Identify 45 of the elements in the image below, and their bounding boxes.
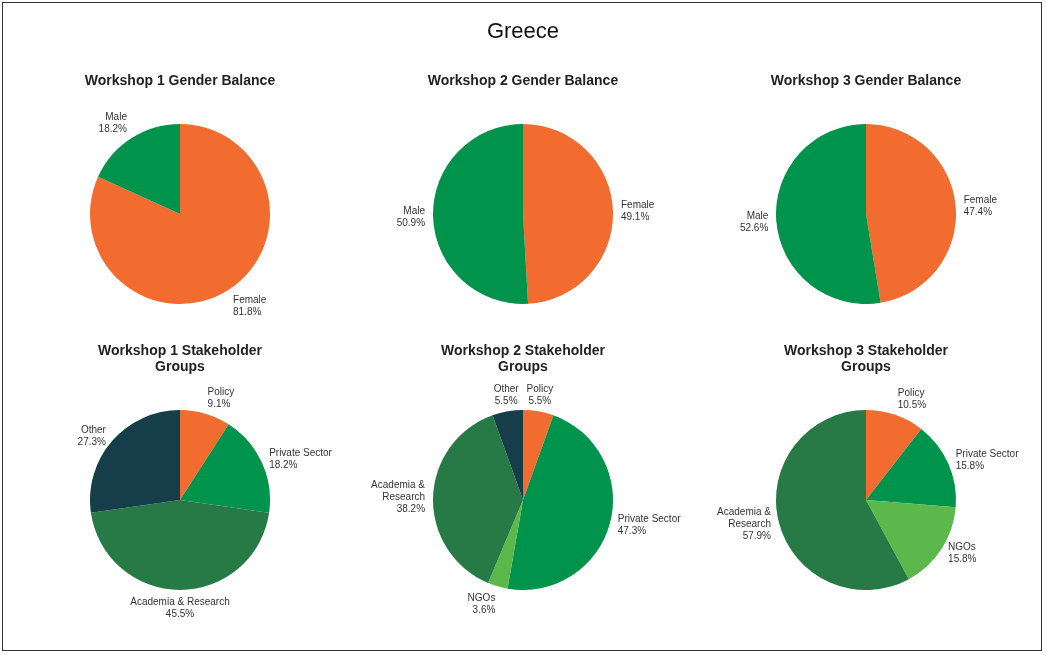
chart-title: Workshop 3 Gender Balance <box>769 71 963 88</box>
chart-title: Workshop 3 Stakeholder Groups <box>783 341 949 374</box>
slice-label: Female <box>963 193 998 205</box>
data-label: 49.1% <box>620 210 650 222</box>
slice-label: Other <box>80 423 107 435</box>
chart-title: Workshop 2 Stakeholder Groups <box>440 341 606 374</box>
slice-label: NGOs <box>948 541 976 553</box>
slice-label: NGOs <box>467 591 496 603</box>
data-label: 47.4% <box>963 205 993 217</box>
text: Greece <box>485 18 561 44</box>
chart-title: Workshop 1 Gender Balance <box>83 71 277 88</box>
slice-label: Other <box>493 383 520 395</box>
slice-label: Female <box>233 294 267 306</box>
slice-label: Academia & Research <box>371 479 426 503</box>
data-label: 5.5% <box>528 395 552 407</box>
data-label: 47.3% <box>617 524 647 536</box>
data-label: 10.5% <box>897 399 927 411</box>
chart-title: Workshop 2 Gender Balance <box>426 71 620 88</box>
data-label: 27.3% <box>77 435 107 447</box>
data-label: 52.6% <box>739 221 769 233</box>
data-label: 5.5% <box>494 395 518 407</box>
slice-label: Policy <box>897 387 925 399</box>
data-label: 18.2% <box>98 123 128 135</box>
data-label: 50.9% <box>396 216 426 228</box>
chart-title: Workshop 1 Stakeholder Groups <box>97 341 263 374</box>
data-label: 38.2% <box>396 503 426 515</box>
data-label: 45.5% <box>165 607 195 619</box>
data-label: 81.8% <box>233 306 262 318</box>
slice-label: Academia & Research <box>717 505 772 529</box>
slice-label: Male <box>105 111 128 123</box>
data-label: 15.8% <box>948 553 977 565</box>
slice-label: Policy <box>526 383 554 395</box>
data-label: 3.6% <box>472 603 496 615</box>
slice-label: Female <box>620 198 655 210</box>
slice-label: Academia & Research <box>130 595 230 607</box>
data-label: 18.2% <box>269 459 298 471</box>
slice-label: Private Sector <box>617 512 682 524</box>
slice-label: Male <box>403 204 426 216</box>
slice-label: Private Sector <box>269 447 333 459</box>
data-label: 15.8% <box>955 460 985 472</box>
data-label: 57.9% <box>742 529 772 541</box>
slice-label: Policy <box>207 385 235 397</box>
slice-label: Male <box>746 209 769 221</box>
data-label: 9.1% <box>207 397 231 409</box>
slice-label: Private Sector <box>955 448 1020 460</box>
